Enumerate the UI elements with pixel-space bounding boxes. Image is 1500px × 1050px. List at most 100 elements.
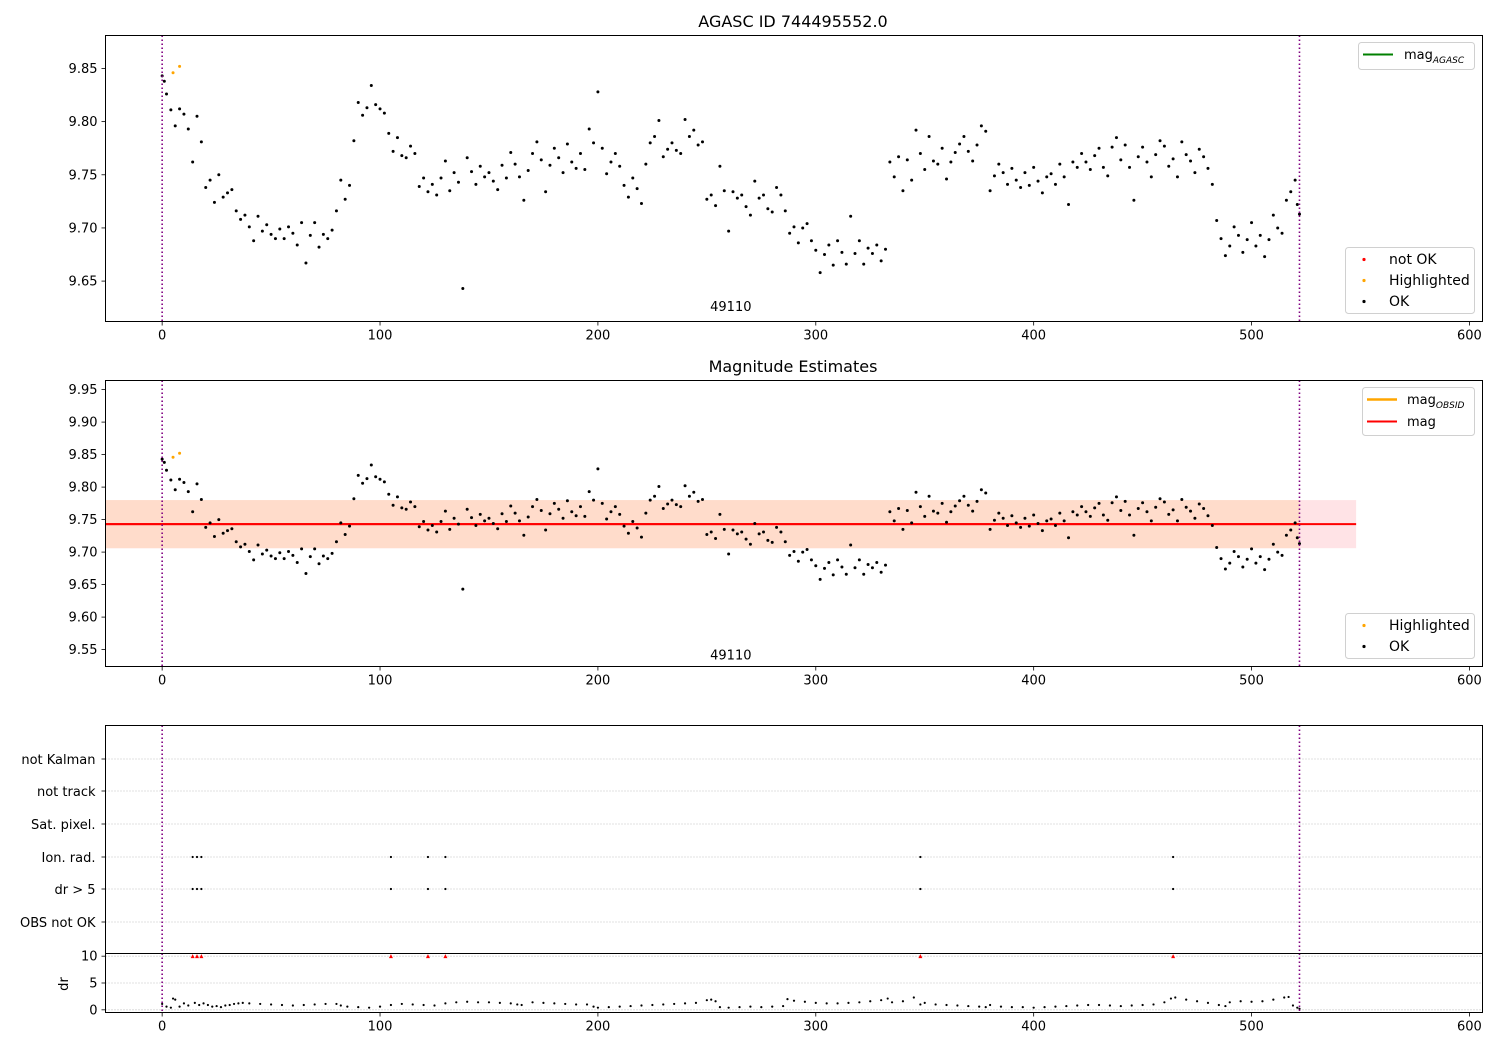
data-point-ok	[230, 527, 234, 531]
data-point-ok	[1084, 510, 1088, 514]
data-point-ok	[186, 127, 190, 131]
dr-point	[934, 1003, 937, 1006]
dr-point	[596, 1006, 600, 1009]
data-point-ok	[914, 490, 918, 494]
data-point-ok	[1106, 518, 1110, 522]
data-point-ok	[269, 554, 273, 558]
data-point-ok	[517, 519, 521, 523]
dr-point	[1228, 1001, 1231, 1004]
data-point-ok	[291, 553, 295, 557]
dr-point	[1169, 997, 1173, 1000]
legend-label-mag-agasc: magAGASC	[1404, 48, 1465, 66]
data-point-ok	[356, 100, 360, 104]
dr-clipped-marker	[199, 954, 204, 959]
data-point-ok	[979, 124, 983, 128]
data-point-ok	[1106, 174, 1110, 178]
data-point-ok	[173, 488, 177, 492]
data-point-ok	[173, 124, 177, 128]
data-point-ok	[513, 162, 517, 166]
data-point-ok	[374, 103, 378, 107]
data-point-ok	[918, 152, 922, 156]
data-point-ok	[404, 507, 408, 511]
data-point-ok	[740, 193, 744, 197]
data-point-ok	[1088, 514, 1092, 518]
dr-point	[202, 1002, 205, 1005]
data-point-ok	[936, 511, 940, 515]
data-point-ok	[531, 152, 535, 156]
data-point-ok	[931, 159, 935, 163]
data-point-ok	[1128, 165, 1132, 169]
data-point-ok	[1254, 244, 1258, 248]
dr-point	[1250, 1000, 1253, 1003]
data-point-ok	[422, 520, 426, 524]
data-point-ok	[692, 128, 696, 132]
data-point-ok	[801, 550, 805, 554]
data-point-ok	[696, 143, 700, 147]
dr-point	[880, 999, 883, 1002]
data-point-ok	[592, 141, 596, 145]
legend-box	[1358, 42, 1475, 70]
data-point-ok	[849, 214, 853, 218]
dr-point	[714, 1000, 717, 1003]
legend-mag-subscript: AGASC	[1432, 56, 1465, 66]
data-point-ok	[1175, 175, 1179, 179]
data-point-ok	[1228, 244, 1232, 248]
data-point-ok	[1180, 497, 1184, 501]
data-point-ok	[1254, 561, 1258, 565]
dr-point	[607, 1006, 610, 1009]
data-point-ok	[962, 494, 966, 498]
panel2-frame	[105, 380, 1483, 667]
panel-magnitude-estimates: Magnitude Estimates 0 100 200 300 400 500 600 9…	[69, 357, 1483, 689]
data-point-ok	[260, 552, 264, 556]
data-point-ok	[1136, 507, 1140, 511]
data-point-ok	[988, 527, 992, 531]
dr-point	[187, 1004, 190, 1007]
dr-clipped-marker	[443, 954, 448, 959]
data-point-ok	[162, 79, 166, 83]
dr-point	[335, 1002, 338, 1006]
panel2-legend-bottom: Highlighted OK	[1345, 613, 1475, 659]
data-point-ok	[234, 209, 238, 213]
dr-point	[1087, 1003, 1090, 1007]
panel3-xtick-label: 200	[585, 1020, 610, 1035]
data-point-ok	[683, 484, 687, 488]
data-point-ok	[661, 155, 665, 159]
data-point-ok	[1295, 536, 1299, 540]
dr-point	[575, 1003, 578, 1006]
data-point-ok	[365, 106, 369, 110]
dr-point	[858, 1001, 861, 1004]
data-point-ok	[1250, 221, 1254, 225]
dr-point	[694, 1001, 698, 1004]
data-point-ok	[470, 516, 474, 520]
data-point-ok	[199, 140, 203, 144]
data-point-ok	[805, 222, 809, 226]
data-point-ok	[557, 507, 561, 511]
data-point-ok	[539, 509, 543, 512]
data-point-ok	[1219, 237, 1223, 241]
dr-point	[738, 1006, 741, 1009]
data-point-ok	[1110, 145, 1114, 149]
data-point-ok	[387, 131, 391, 135]
data-point-ok	[217, 173, 221, 177]
data-point-ok	[1067, 203, 1071, 207]
panel1-ytick-label: 9.80	[69, 115, 98, 130]
data-point-ok	[278, 227, 282, 231]
data-point-ok	[1215, 218, 1219, 222]
data-point-ok	[561, 171, 565, 175]
dr-point	[241, 1001, 244, 1004]
data-point-ok	[483, 175, 487, 179]
data-point-ok	[622, 524, 626, 528]
data-point-ok	[308, 555, 312, 559]
data-point-ok	[692, 490, 696, 494]
data-point-ok	[587, 490, 591, 494]
dr-point	[1152, 1003, 1155, 1006]
data-point-ok	[714, 204, 718, 208]
dr-point	[760, 1006, 763, 1009]
dr-point	[313, 1003, 316, 1006]
panel2-ytick-label: 9.85	[69, 448, 98, 463]
data-point-ok	[1293, 521, 1297, 525]
data-point-ok	[1223, 254, 1227, 258]
dr-point	[198, 1003, 201, 1007]
panel2-xtick-label: 500	[1239, 674, 1264, 689]
data-point-ok	[361, 481, 365, 485]
